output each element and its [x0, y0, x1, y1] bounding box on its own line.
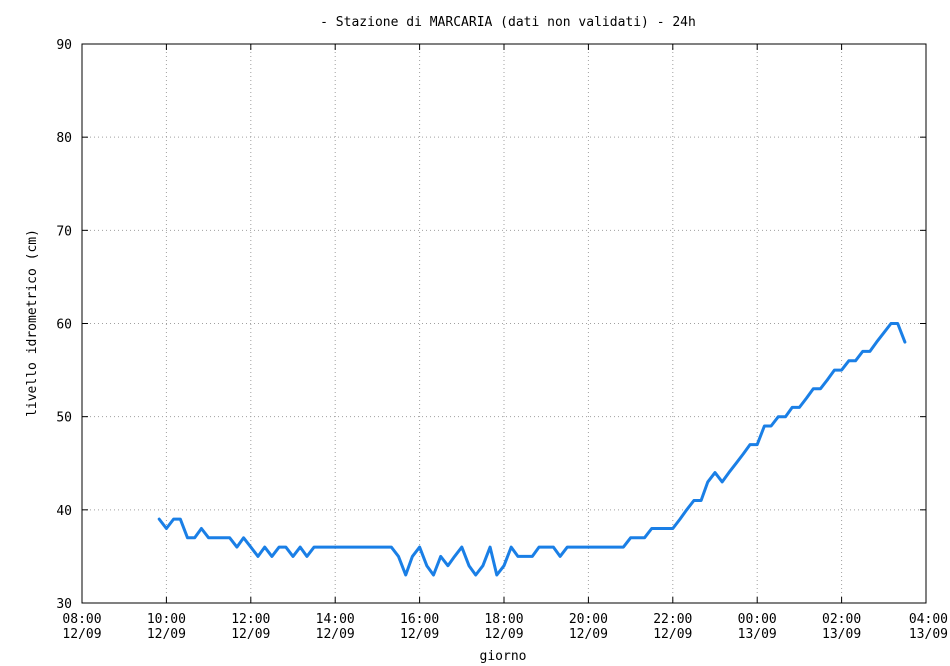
x-tick-date: 12/09	[569, 627, 608, 642]
y-tick-labels: 30 40 50 60 70 80 90	[56, 38, 72, 612]
x-tick-time: 08:00	[62, 612, 101, 627]
x-tick-date: 12/09	[400, 627, 439, 642]
axis-ticks	[81, 43, 927, 604]
x-tick-date: 12/09	[147, 627, 186, 642]
y-tick-label: 30	[56, 597, 72, 612]
y-tick-label: 40	[56, 504, 72, 519]
y-tick-label: 90	[56, 38, 72, 53]
x-tick-date: 12/09	[653, 627, 692, 642]
grid-lines	[82, 44, 926, 603]
y-axis-label: livello idrometrico (cm)	[25, 229, 40, 417]
x-tick-date: 12/09	[231, 627, 270, 642]
x-tick-time: 16:00	[400, 612, 439, 627]
series-line	[157, 322, 907, 577]
x-tick-date: 13/09	[822, 627, 861, 642]
y-tick-label: 80	[56, 131, 72, 146]
y-tick-label: 50	[56, 411, 72, 426]
x-tick-date: 12/09	[62, 627, 101, 642]
y-tick-label: 60	[56, 318, 72, 333]
chart-title: - Stazione di MARCARIA (dati non validat…	[320, 15, 696, 30]
x-tick-time: 00:00	[738, 612, 777, 627]
x-tick-time: 20:00	[569, 612, 608, 627]
x-tick-time: 02:00	[822, 612, 861, 627]
plot-frame	[81, 43, 927, 604]
x-tick-time: 10:00	[147, 612, 186, 627]
x-axis-label: giorno	[480, 649, 527, 664]
x-tick-date: 12/09	[316, 627, 355, 642]
x-tick-time: 22:00	[653, 612, 692, 627]
x-tick-time: 12:00	[231, 612, 270, 627]
x-tick-labels: 08:0012/0910:0012/0912:0012/0914:0012/09…	[62, 612, 948, 642]
x-tick-date: 13/09	[909, 627, 948, 642]
x-tick-time: 04:00	[909, 612, 948, 627]
x-tick-date: 12/09	[484, 627, 523, 642]
y-tick-label: 70	[56, 224, 72, 239]
x-tick-time: 14:00	[316, 612, 355, 627]
x-tick-date: 13/09	[738, 627, 777, 642]
x-tick-time: 18:00	[484, 612, 523, 627]
